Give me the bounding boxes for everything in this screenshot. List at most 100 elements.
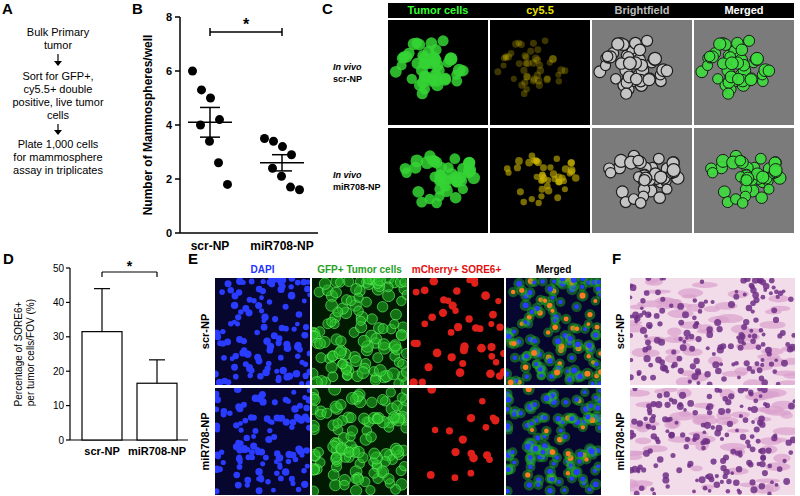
nucleus <box>692 489 696 493</box>
nucleus <box>574 469 580 475</box>
nucleus <box>233 472 240 479</box>
nucleus <box>589 403 594 408</box>
nucleus <box>693 298 698 303</box>
cell <box>568 365 580 377</box>
nucleus <box>547 488 552 493</box>
sore6-cell <box>496 323 503 330</box>
nucleus <box>591 381 595 385</box>
nucleus <box>728 343 734 349</box>
cell <box>522 372 532 382</box>
nucleus <box>780 330 786 336</box>
nucleus <box>519 411 523 415</box>
nucleus <box>776 295 780 299</box>
nucleus <box>700 279 704 283</box>
nucleus <box>762 470 768 476</box>
nucleus <box>303 447 309 453</box>
nucleus <box>781 360 788 367</box>
cell <box>567 159 574 166</box>
nucleus <box>267 299 273 305</box>
nucleus <box>215 370 219 377</box>
nucleus <box>251 298 256 303</box>
cell <box>312 394 320 405</box>
nucleus <box>286 451 293 458</box>
nucleus <box>585 414 590 419</box>
cell <box>510 353 520 363</box>
cell <box>512 40 519 47</box>
cell <box>530 399 540 409</box>
micrograph <box>694 20 794 125</box>
cell <box>517 188 524 195</box>
nucleus <box>692 316 697 321</box>
nucleus <box>702 438 708 444</box>
nucleus <box>246 367 252 373</box>
nucleus <box>232 320 237 325</box>
nucleus <box>727 421 733 427</box>
nucleus <box>574 397 579 402</box>
cell <box>624 57 637 70</box>
nucleus <box>262 369 269 376</box>
sore6-cell <box>486 456 493 463</box>
nucleus <box>546 330 550 334</box>
image-background <box>630 388 795 495</box>
sore6-cell <box>421 287 429 295</box>
nucleus <box>566 471 570 475</box>
cell <box>544 485 555 495</box>
cell <box>769 164 782 177</box>
error-cap <box>149 359 165 360</box>
nucleus <box>301 332 307 338</box>
nucleus <box>665 484 670 489</box>
y-tick <box>66 439 70 440</box>
cell <box>560 486 569 495</box>
nucleus <box>594 396 598 400</box>
nucleus <box>261 279 266 284</box>
nucleus <box>720 437 724 441</box>
nucleus <box>761 388 768 393</box>
nucleus <box>531 350 537 356</box>
nucleus <box>252 428 258 434</box>
error-stem <box>281 155 283 171</box>
nucleus <box>550 309 554 313</box>
flow-step: Sort for GFP+, cy5.5+ double positive, l… <box>12 70 104 122</box>
nucleus <box>725 433 730 438</box>
nucleus <box>723 469 730 476</box>
cell <box>534 46 541 53</box>
cell <box>534 480 544 490</box>
nucleus <box>288 284 293 289</box>
nucleus <box>286 459 292 465</box>
nucleus <box>707 381 713 385</box>
nucleus <box>256 286 263 293</box>
micrograph <box>312 278 407 385</box>
row-label: miR708-NP <box>199 412 211 470</box>
nucleus <box>714 319 721 326</box>
cell <box>592 359 601 369</box>
nucleus <box>756 462 760 466</box>
nucleus <box>251 434 256 439</box>
cell <box>327 317 336 326</box>
cell <box>429 155 440 166</box>
cell <box>561 397 571 407</box>
cell <box>530 40 537 47</box>
nucleus <box>526 388 532 392</box>
nucleus <box>651 401 657 407</box>
nucleus <box>598 369 601 374</box>
cell <box>723 88 734 99</box>
nucleus <box>510 450 514 454</box>
nucleus <box>788 403 795 410</box>
cell <box>714 38 726 50</box>
nucleus <box>722 396 728 402</box>
cell <box>463 164 476 177</box>
cell <box>539 186 546 193</box>
nucleus <box>303 405 310 412</box>
cell <box>525 453 536 464</box>
y-tick-label: 6 <box>166 65 172 77</box>
nucleus <box>260 461 265 466</box>
cell <box>583 340 594 351</box>
nucleus <box>220 329 225 334</box>
cell <box>388 368 400 380</box>
nucleus <box>690 363 696 369</box>
cell <box>400 461 407 470</box>
cell <box>514 164 521 171</box>
cell <box>400 278 407 287</box>
nucleus <box>244 477 251 484</box>
nucleus <box>272 399 278 405</box>
